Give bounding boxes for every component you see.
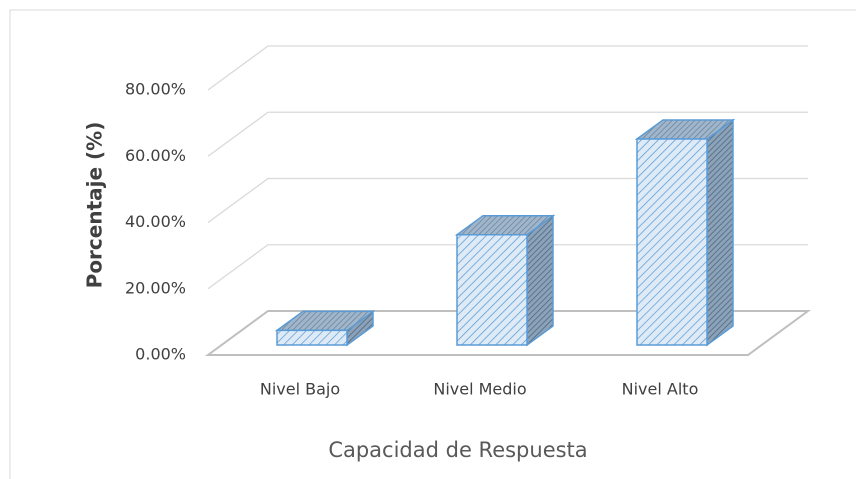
bar-front bbox=[456, 233, 528, 346]
floor bbox=[204, 310, 812, 356]
grid-line bbox=[207, 177, 808, 224]
y-tick-label: 0.00% bbox=[135, 345, 186, 364]
grid-line bbox=[207, 45, 808, 91]
chart-border bbox=[9, 9, 856, 479]
x-axis-title: Capacidad de Respuesta bbox=[328, 438, 587, 462]
bar-side bbox=[526, 214, 554, 347]
y-axis-title: Porcentaje (%) bbox=[83, 122, 107, 289]
bar-side bbox=[706, 118, 734, 347]
y-tick-label: 80.00% bbox=[125, 80, 186, 99]
grid-line bbox=[207, 244, 808, 290]
bar-front bbox=[636, 138, 708, 346]
x-tick-label: Nivel Medio bbox=[433, 380, 526, 399]
bar-front bbox=[276, 329, 348, 346]
x-tick-label: Nivel Bajo bbox=[260, 380, 340, 399]
bar bbox=[454, 214, 556, 347]
y-tick-label: 40.00% bbox=[125, 212, 186, 231]
grid-line bbox=[207, 111, 808, 157]
bar bbox=[274, 309, 376, 347]
x-tick-label: Nivel Alto bbox=[622, 380, 699, 399]
y-tick-label: 60.00% bbox=[125, 146, 186, 165]
bar bbox=[634, 118, 736, 347]
y-tick-label: 20.00% bbox=[125, 278, 186, 297]
